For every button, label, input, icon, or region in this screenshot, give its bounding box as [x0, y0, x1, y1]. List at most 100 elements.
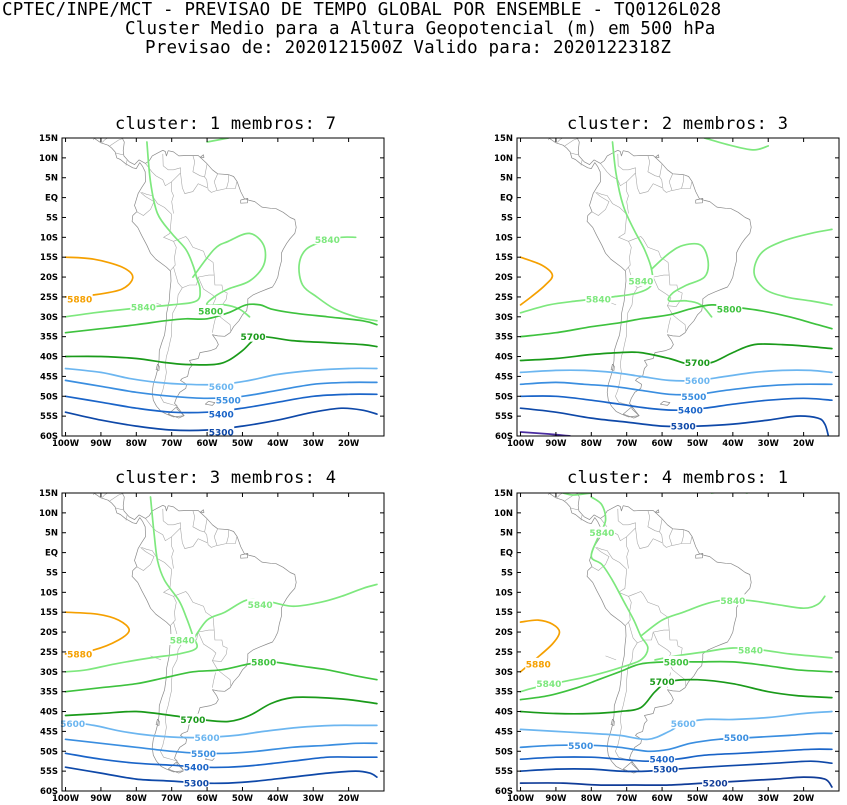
lat-tick-label: 15S — [40, 608, 58, 618]
contour-5300 — [64, 766, 378, 785]
contour-labels: 5880 5840 5840 5800 5700 5600 5600 5500 5400 5300 — [59, 598, 277, 790]
contour-lines — [519, 138, 833, 436]
country-border — [192, 510, 205, 533]
country-border — [100, 138, 109, 144]
lat-tick-label: 30S — [495, 313, 513, 323]
coastline — [548, 138, 752, 418]
map-frame — [516, 492, 840, 792]
lat-tick-label: 10N — [494, 509, 513, 519]
contour-5300 — [519, 407, 830, 436]
axis-ticks: 15N10N5NEQ5S10S15S20S25S30S35S40S45S50S5… — [494, 489, 839, 804]
contour-label: 5600 — [671, 720, 696, 730]
contour-label-bg — [208, 380, 235, 392]
contour-label-bg — [197, 304, 224, 316]
contour-5880 — [64, 611, 131, 655]
coastline — [655, 509, 660, 513]
lat-tick-label: 45S — [495, 372, 513, 382]
country-border — [617, 569, 632, 626]
map-frame — [61, 137, 385, 437]
contour-label: 5840 — [738, 646, 763, 656]
country-border — [125, 514, 128, 521]
lat-tick-label: 25S — [495, 293, 513, 303]
lat-tick-label: 45S — [495, 727, 513, 737]
contour-label-bg — [684, 374, 711, 386]
contour-5880 — [519, 256, 554, 306]
country-border — [136, 547, 155, 571]
coastline — [622, 761, 640, 774]
lon-tick-label: 80W — [126, 439, 148, 449]
country-border — [109, 138, 125, 147]
contour-label-bg — [684, 356, 711, 368]
contour-label-bg — [716, 302, 743, 314]
contour-label: 5300 — [653, 766, 678, 776]
lat-tick-label: 60S — [495, 432, 513, 442]
contour-5840 — [206, 138, 230, 143]
contour-5700 — [64, 335, 378, 366]
lon-tick-label: 20W — [338, 794, 360, 804]
contour-label-bg — [169, 634, 196, 646]
lat-tick-label: 60S — [40, 432, 58, 442]
lat-tick-label: 35S — [40, 333, 58, 343]
country-border — [213, 528, 218, 546]
map-frame — [516, 137, 840, 437]
lon-tick-label: 60W — [651, 794, 673, 804]
lon-tick-label: 20W — [338, 439, 360, 449]
contour-label: 5500 — [681, 393, 706, 403]
coastline — [155, 718, 160, 726]
lat-tick-label: 10S — [40, 233, 58, 243]
country-border — [226, 174, 229, 189]
panel-title-1: cluster: 1 membros: 7 — [115, 114, 337, 134]
lat-tick-label: 50S — [495, 392, 513, 402]
lat-tick-label: 45S — [40, 372, 58, 382]
lon-tick-label: 70W — [616, 794, 638, 804]
map-geography — [92, 493, 297, 774]
map-panel-1: 5880 5840 5840 5800 5700 5600 5500 5400 5300 15N 1… — [39, 134, 385, 449]
lat-tick-label: 5N — [45, 174, 58, 184]
contour-label: 5600 — [195, 734, 220, 744]
lat-tick-label: 50S — [495, 747, 513, 757]
contour-label: 5500 — [568, 742, 593, 752]
contour-label: 5800 — [198, 307, 223, 317]
lat-tick-label: 15N — [494, 134, 513, 144]
contour-label-bg — [247, 598, 274, 610]
contour-5840 — [192, 232, 267, 318]
contour-5800 — [64, 660, 378, 693]
contour-label: 5840 — [536, 680, 561, 690]
contour-label-bg — [670, 717, 697, 729]
lon-tick-label: 20W — [793, 794, 815, 804]
lon-tick-label: 70W — [161, 794, 183, 804]
contour-label-bg — [130, 300, 157, 312]
axis-ticks: 15N10N5NEQ5S10S15S20S25S30S35S40S45S50S5… — [39, 489, 384, 804]
contour-label-bg — [588, 526, 615, 538]
contour-label-bg — [649, 753, 676, 765]
country-border — [564, 138, 580, 147]
contour-5400 — [64, 752, 378, 769]
lat-tick-label: 35S — [495, 688, 513, 698]
contour-label-bg — [585, 292, 612, 304]
coastline — [240, 553, 249, 559]
contour-labels: 5840 5840 5800 5700 5600 5500 5400 5300 — [585, 275, 743, 433]
country-border — [115, 152, 124, 156]
panel-title-3: cluster: 3 membros: 4 — [115, 468, 337, 488]
contour-5600 — [519, 369, 833, 382]
map-panel-4: 5840 5840 5840 5840 5880 5800 5700 5600 5500 5500… — [494, 489, 840, 804]
contour-5840 — [703, 138, 770, 151]
contour-label-bg — [208, 408, 235, 420]
contour-5400 — [519, 748, 833, 763]
country-border — [5, 69, 75, 96]
lon-tick-label: 50W — [687, 794, 709, 804]
lon-tick-label: 90W — [545, 439, 567, 449]
lat-tick-label: 5S — [501, 213, 513, 223]
contour-label-bg — [314, 233, 341, 245]
lat-tick-label: 5S — [46, 213, 58, 223]
contour-label-bg — [208, 426, 235, 438]
lat-tick-label: 55S — [495, 767, 513, 777]
country-border — [580, 159, 583, 166]
lon-tick-label: 60W — [196, 794, 218, 804]
contour-label: 5800 — [251, 658, 276, 668]
contour-5100 — [519, 431, 571, 436]
coastline — [610, 718, 615, 726]
contour-label-bg — [240, 330, 267, 342]
lat-tick-label: 5N — [500, 174, 513, 184]
country-border — [162, 214, 177, 271]
